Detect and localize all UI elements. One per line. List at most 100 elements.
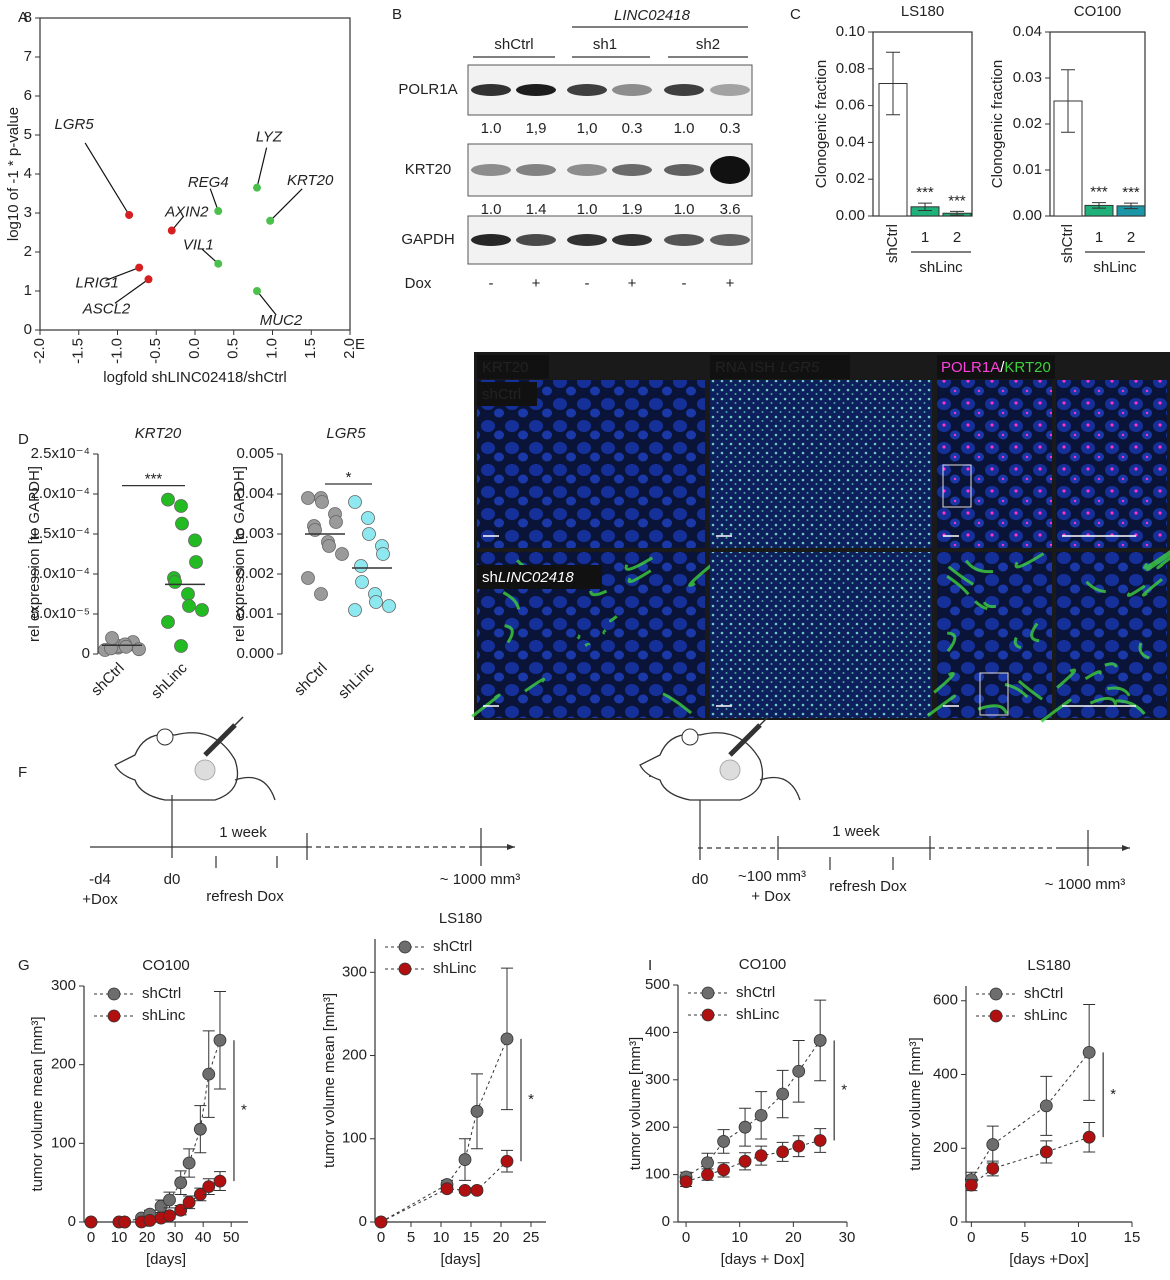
x-tick-label: shCtrl <box>1059 224 1076 263</box>
y-tick-label: 0.00 <box>1013 207 1042 224</box>
x-axis-label: [days + Dox] <box>721 1251 805 1268</box>
gene-point <box>253 287 261 295</box>
syringe <box>203 723 237 757</box>
krt20-stain <box>1040 549 1170 723</box>
blot-membrane <box>467 215 753 265</box>
blot-quant: 3.6 <box>720 201 741 218</box>
legend-label: shLinc <box>736 1006 780 1023</box>
y-axis-label: tumor volume [mm³] <box>907 1037 924 1170</box>
data-point <box>188 533 202 548</box>
leader-line <box>256 290 277 316</box>
data-point <box>202 1067 216 1081</box>
x-axis-label: [days] <box>146 1251 186 1268</box>
image-column: RNA ISH LGR5 <box>715 359 820 376</box>
data-point <box>174 1203 188 1217</box>
gene-label: LGR5 <box>55 116 95 133</box>
data-point <box>161 492 175 507</box>
data-point <box>168 575 182 589</box>
gene-point <box>214 207 223 216</box>
x-tick-label: 20 <box>139 1229 156 1246</box>
panel-label: F <box>18 764 27 781</box>
y-tick-label: 0.03 <box>1013 69 1042 86</box>
legend-marker <box>398 962 412 976</box>
error-bar <box>918 202 932 211</box>
y-tick-label: 0.01 <box>1013 161 1042 178</box>
x-tick-label: 0.0 <box>186 338 203 359</box>
x-tick-label: 0 <box>377 1229 385 1246</box>
label-bg <box>937 355 1055 379</box>
panel-label: D <box>18 431 29 448</box>
label-part: LGR5 <box>780 359 820 376</box>
blot-row-label: GAPDH <box>401 231 454 248</box>
chart-title: LS180 <box>1027 957 1070 974</box>
x-tick-label: 0 <box>87 1229 95 1246</box>
x-axis-label: logfold shLINC02418/shCtrl <box>103 369 286 386</box>
syringe <box>728 723 762 757</box>
significance: * <box>241 1102 247 1119</box>
data-point <box>717 1135 731 1148</box>
data-point <box>986 1138 1000 1151</box>
data-point <box>314 587 328 601</box>
x-tick-label: -1.5 <box>70 338 87 364</box>
label-part: RNA ISH <box>715 359 775 376</box>
y-tick-label: 200 <box>933 1139 958 1156</box>
x-tick-label: 0 <box>967 1229 975 1246</box>
blot-band <box>710 234 750 246</box>
gene-label: REG4 <box>188 174 229 191</box>
gene-label: ASCL2 <box>82 300 131 317</box>
y-tick-label: 600 <box>933 992 958 1009</box>
y-tick-label: 1.5x10⁻⁴ <box>31 525 90 542</box>
y-tick-label: 0.04 <box>836 133 865 150</box>
label-part: / <box>1000 359 1005 376</box>
data-point <box>301 571 315 585</box>
error-bar <box>950 210 964 216</box>
y-tick-label: 3 <box>24 204 32 221</box>
blot-quant: 0.3 <box>720 120 741 137</box>
y-tick-label: 0.02 <box>836 170 865 187</box>
x-tick-label: 0.5 <box>225 338 242 359</box>
blot-group: shCtrl <box>494 36 533 53</box>
y-tick-label: 4 <box>24 165 32 182</box>
x-tick-label: 2 <box>1127 229 1135 246</box>
y-tick-label: 500 <box>645 976 670 993</box>
x-tick-label: 10 <box>433 1229 450 1246</box>
data-point <box>500 1032 514 1046</box>
gene-label: LRIG1 <box>76 275 119 292</box>
data-point <box>701 1168 714 1181</box>
inset-box <box>942 464 972 508</box>
data-point <box>792 1064 806 1078</box>
legend-marker <box>989 1009 1003 1023</box>
y-tick-label: 7 <box>24 48 32 65</box>
blot-quant: 1.0 <box>674 120 695 137</box>
data-point <box>189 555 203 569</box>
gene-point <box>253 183 261 192</box>
blot-quant: 1.0 <box>481 201 502 218</box>
image-column: POLR1A/KRT20 <box>941 359 1051 376</box>
x-tick-label: shCtrl <box>291 660 331 700</box>
blot-membrane <box>467 64 753 116</box>
data-point <box>193 1122 207 1136</box>
legend-label: shCtrl <box>1024 985 1063 1002</box>
chart-title: CO100 <box>142 957 190 974</box>
y-tick-label: 0 <box>82 645 90 662</box>
y-tick-label: 0 <box>24 321 32 338</box>
blot-quant: 1,0 <box>577 120 598 137</box>
data-point <box>500 1154 514 1168</box>
error-bar <box>1092 202 1106 209</box>
micrograph <box>1056 552 1167 718</box>
gene-label: KRT20 <box>287 172 334 189</box>
error-bar <box>886 51 900 116</box>
x-tick-label: 15 <box>1124 1229 1141 1246</box>
timeline-label: -d4 <box>89 871 111 888</box>
x-tick-label: 2 <box>953 229 961 246</box>
y-axis-label: tumor volume mean [mm³] <box>321 993 338 1168</box>
y-axis-label: rel expression [to GAPDH] <box>26 466 43 642</box>
data-point <box>964 1178 978 1192</box>
blot-band <box>664 234 704 246</box>
y-tick-label: 0 <box>950 1213 958 1230</box>
y-tick-label: 0 <box>68 1213 76 1230</box>
data-point <box>738 1154 752 1168</box>
krt20-stain <box>926 552 1045 717</box>
data-point <box>1082 1130 1096 1144</box>
data-point <box>813 1134 827 1147</box>
